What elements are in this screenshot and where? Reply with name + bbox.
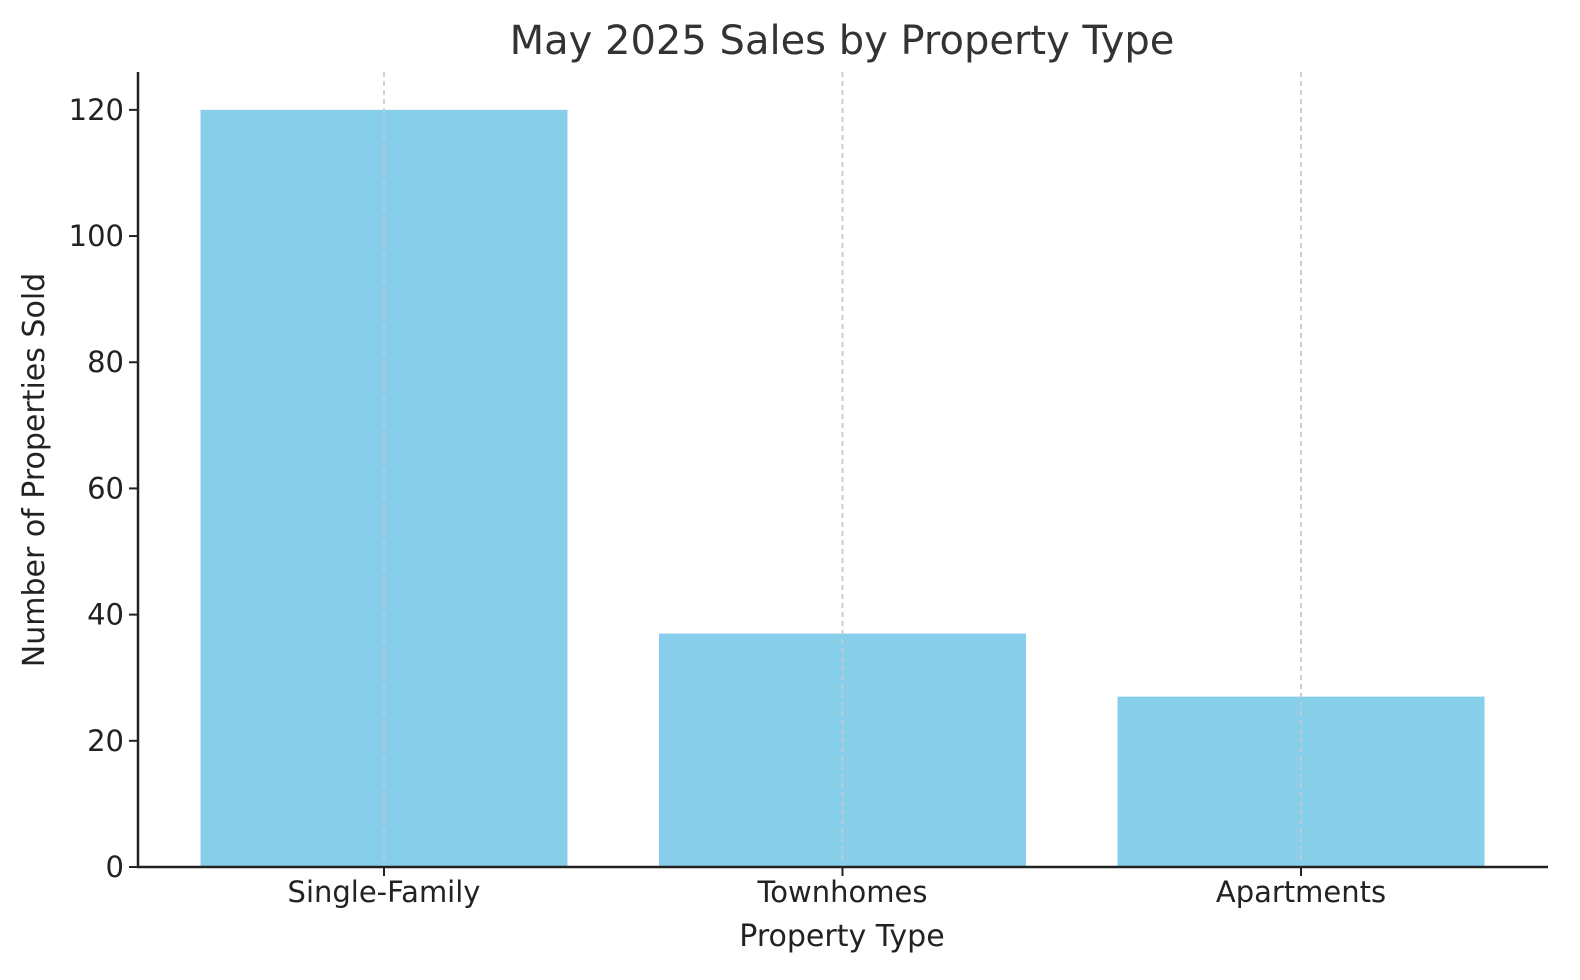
y-tick-label: 0 xyxy=(106,850,124,884)
x-ticks: Single-Family Townhomes Apartments xyxy=(288,867,1386,909)
y-tick-label: 40 xyxy=(87,598,124,632)
x-axis-title: Property Type xyxy=(739,919,944,954)
y-tick-label: 100 xyxy=(69,219,124,253)
y-tick-label: 60 xyxy=(87,471,124,505)
chart-title: May 2025 Sales by Property Type xyxy=(510,18,1175,64)
y-tick-label: 120 xyxy=(69,93,124,127)
y-tick-label: 20 xyxy=(87,724,124,758)
x-tick-label: Apartments xyxy=(1216,875,1386,909)
y-ticks: 0 20 40 60 80 100 120 xyxy=(69,93,138,884)
x-tick-label: Townhomes xyxy=(757,875,928,909)
grid-lines-overlay xyxy=(383,72,1302,867)
y-axis-title: Number of Properties Sold xyxy=(17,273,52,667)
x-tick-label: Single-Family xyxy=(288,875,481,909)
y-tick-label: 80 xyxy=(87,345,124,379)
